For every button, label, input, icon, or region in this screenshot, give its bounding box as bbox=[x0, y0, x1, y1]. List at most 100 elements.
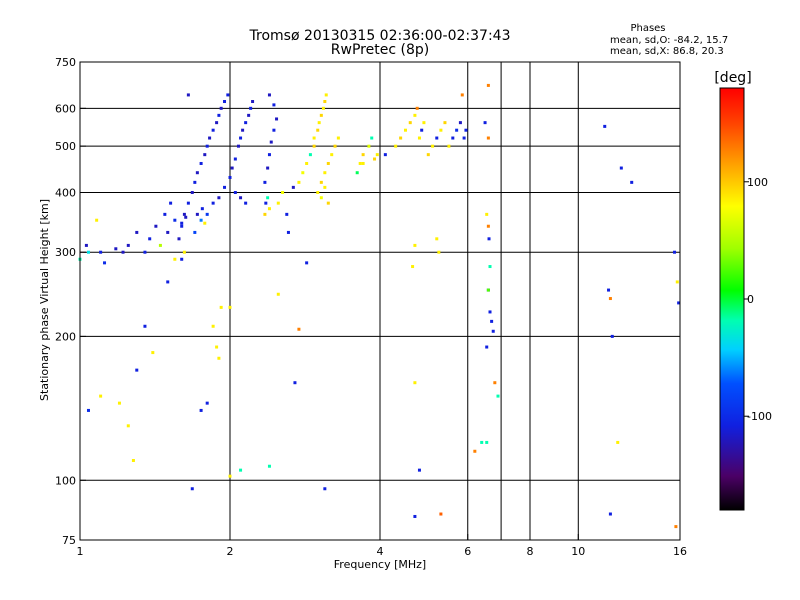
scatter-point bbox=[184, 215, 188, 219]
scatter-point bbox=[205, 212, 209, 216]
scatter-point bbox=[323, 171, 327, 175]
y-axis-ticks: 75 100 200 300 400 500 600 750 bbox=[55, 56, 86, 547]
scatter-point bbox=[173, 257, 177, 261]
scatter-point bbox=[286, 230, 290, 234]
x-tick-label: 1 bbox=[77, 545, 84, 558]
scatter-point bbox=[193, 230, 197, 234]
scatter-point bbox=[323, 100, 327, 104]
colorbar bbox=[719, 87, 745, 511]
scatter-point bbox=[205, 401, 209, 405]
scatter-point bbox=[158, 243, 162, 247]
scatter-point bbox=[394, 144, 398, 148]
scatter-point bbox=[272, 103, 276, 107]
scatter-point bbox=[485, 212, 489, 216]
scatter-point bbox=[293, 381, 297, 385]
scatter-point bbox=[435, 237, 439, 241]
scatter-point bbox=[86, 250, 90, 254]
scatter-point bbox=[435, 136, 439, 140]
colorbar-tick-label: 0 bbox=[747, 293, 754, 306]
scatter-point bbox=[486, 136, 490, 140]
scatter-point bbox=[473, 449, 477, 453]
scatter-point bbox=[190, 487, 194, 491]
x-tick-label: 8 bbox=[527, 545, 534, 558]
scatter-point bbox=[219, 305, 223, 309]
scatter-point bbox=[370, 136, 374, 140]
scatter-point bbox=[312, 144, 316, 148]
scatter-point bbox=[272, 128, 276, 132]
scatter-point bbox=[403, 128, 407, 132]
scatter-point bbox=[217, 196, 221, 200]
scatter-point bbox=[223, 100, 227, 104]
scatter-point bbox=[462, 136, 466, 140]
scatter-point bbox=[131, 458, 135, 462]
x-tick-label: 10 bbox=[571, 545, 585, 558]
stats-header: Phases bbox=[630, 23, 665, 34]
scatter-point bbox=[190, 190, 194, 194]
scatter-point bbox=[99, 250, 103, 254]
scatter-point bbox=[316, 128, 320, 132]
scatter-point bbox=[464, 128, 468, 132]
scatter-point bbox=[408, 121, 412, 125]
scatter-point bbox=[316, 190, 320, 194]
scatter-point bbox=[326, 201, 330, 205]
scatter-point bbox=[95, 218, 99, 222]
scatter-point bbox=[211, 128, 215, 132]
scatter-point bbox=[275, 117, 279, 121]
scatter-point bbox=[319, 196, 323, 200]
scatter-point bbox=[217, 356, 221, 360]
scatter-point bbox=[308, 153, 312, 157]
scatter-point bbox=[336, 136, 340, 140]
scatter-point bbox=[182, 212, 186, 216]
y-tick-label: 200 bbox=[55, 330, 76, 343]
y-tick-label: 750 bbox=[55, 56, 76, 69]
scatter-point bbox=[490, 319, 494, 323]
scatter-point bbox=[241, 128, 245, 132]
scatter-point bbox=[219, 106, 223, 110]
scatter-point bbox=[200, 207, 204, 211]
chart-title: Tromsø 20130315 02:36:00-02:37:43 bbox=[249, 28, 511, 44]
scatter-point bbox=[177, 237, 181, 241]
scatter-point bbox=[458, 121, 462, 125]
scatter-point bbox=[493, 381, 497, 385]
scatter-point bbox=[447, 144, 451, 148]
scatter-point bbox=[126, 243, 130, 247]
scatter-point bbox=[195, 212, 199, 216]
plot-border bbox=[79, 61, 681, 541]
chart-subtitle: RwPretec (8p) bbox=[331, 42, 429, 58]
scatter-point bbox=[215, 345, 219, 349]
scatter-point bbox=[267, 207, 271, 211]
scatter-point bbox=[154, 224, 158, 228]
scatter-point bbox=[211, 201, 215, 205]
scatter-point bbox=[451, 136, 455, 140]
scatter-point bbox=[233, 190, 237, 194]
scatter-point bbox=[411, 265, 415, 269]
scatter-point bbox=[413, 514, 417, 518]
scatter-point bbox=[166, 280, 170, 284]
scatter-point bbox=[180, 257, 184, 261]
scatter-point bbox=[674, 525, 678, 529]
colorbar-tick-label: -100 bbox=[747, 410, 772, 423]
scatter-point bbox=[437, 250, 441, 254]
scatter-point bbox=[486, 224, 490, 228]
scatter-point bbox=[608, 297, 612, 301]
scatter-point bbox=[486, 288, 490, 292]
scatter-point bbox=[326, 161, 330, 165]
x-tick-label: 2 bbox=[227, 545, 234, 558]
scatter-point bbox=[180, 221, 184, 225]
scatter-point bbox=[319, 180, 323, 184]
scatter-point bbox=[616, 440, 620, 444]
scatter-point bbox=[485, 345, 489, 349]
scatter-point bbox=[413, 243, 417, 247]
scatter-point bbox=[208, 136, 212, 140]
scatter-point bbox=[439, 512, 443, 516]
scatter-point bbox=[330, 153, 334, 157]
scatter-point bbox=[239, 136, 243, 140]
scatter-point bbox=[383, 153, 387, 157]
stats-line-o: mean, sd,O: -84.2, 15.7 bbox=[610, 35, 728, 46]
scatter-point bbox=[199, 218, 203, 222]
scatter-point bbox=[431, 144, 435, 148]
scatter-point bbox=[305, 161, 309, 165]
scatter-point bbox=[324, 93, 328, 97]
scatter-point bbox=[264, 201, 268, 205]
scatter-point bbox=[607, 288, 611, 292]
